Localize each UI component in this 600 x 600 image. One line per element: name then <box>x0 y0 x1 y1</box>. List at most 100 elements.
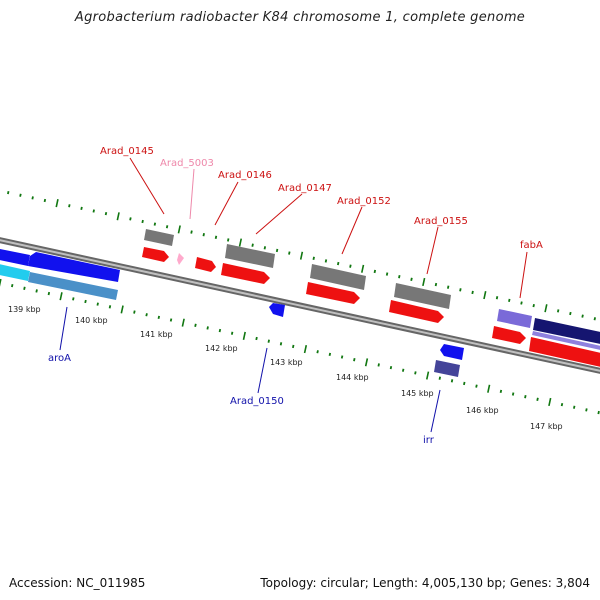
gene-arad-0146[interactable] <box>225 244 275 268</box>
label-arad-0155[interactable]: Arad_0155 <box>414 216 468 227</box>
minor-tick <box>414 371 417 375</box>
cds-arad-5003-pseudo[interactable] <box>177 253 184 265</box>
major-tick <box>299 251 304 260</box>
leader-arad-0150 <box>257 347 268 394</box>
outer-tick-track <box>7 190 597 321</box>
leader-irr <box>430 389 441 433</box>
major-tick <box>544 304 548 313</box>
cds-aroa-region[interactable] <box>28 252 120 282</box>
leader-arad-0147 <box>255 193 303 235</box>
gene-aroa[interactable] <box>28 272 118 300</box>
minor-tick <box>524 395 527 399</box>
minor-tick <box>438 376 442 380</box>
minor-tick <box>214 235 218 239</box>
minor-tick <box>536 397 539 401</box>
minor-tick <box>463 381 466 386</box>
minor-tick <box>169 318 173 322</box>
minor-tick <box>508 298 511 303</box>
inner-tick-track <box>0 278 600 415</box>
leader-arad-0146 <box>214 181 239 226</box>
minor-tick <box>68 204 71 208</box>
cds-arad-0152[interactable] <box>306 282 360 304</box>
major-tick <box>487 384 491 393</box>
minor-tick <box>581 314 584 318</box>
gene-dark-right[interactable] <box>533 318 600 346</box>
kbp-label: 144 kbp <box>336 373 369 382</box>
major-tick <box>483 291 487 300</box>
gene-arad-0155[interactable] <box>394 283 451 309</box>
minor-tick <box>218 328 222 333</box>
gene-arad-0152[interactable] <box>310 264 366 290</box>
minor-tick <box>316 350 319 354</box>
major-tick <box>422 277 426 287</box>
minor-tick <box>96 302 99 306</box>
minor-tick <box>349 264 352 268</box>
minor-tick <box>328 352 332 357</box>
minor-tick <box>31 196 34 200</box>
gene-faba[interactable] <box>497 309 532 328</box>
label-arad-5003[interactable]: Arad_5003 <box>160 158 214 169</box>
accession-text: Accession: NC_011985 <box>9 576 146 590</box>
minor-tick <box>532 303 535 308</box>
minor-tick <box>43 198 47 203</box>
minor-tick <box>141 219 144 224</box>
minor-tick <box>573 405 576 409</box>
major-tick <box>120 305 124 314</box>
label-arad-0147[interactable]: Arad_0147 <box>278 183 332 194</box>
cds-arad-0145[interactable] <box>142 247 169 262</box>
cds-arad-0147[interactable] <box>221 263 270 284</box>
major-tick <box>238 238 243 247</box>
major-tick <box>242 331 246 340</box>
minor-tick <box>495 296 499 300</box>
minor-tick <box>202 233 205 237</box>
major-tick <box>177 225 181 234</box>
kbp-label: 146 kbp <box>466 406 499 415</box>
cds-arad-0146[interactable] <box>195 257 216 272</box>
cds-right-edge[interactable] <box>529 337 600 369</box>
kbp-label: 145 kbp <box>401 389 434 398</box>
minor-tick <box>459 288 462 292</box>
cds-arad-0155[interactable] <box>389 300 444 323</box>
major-tick <box>425 371 430 380</box>
gene-arad-0145[interactable] <box>144 229 174 246</box>
minor-tick <box>206 326 209 330</box>
minor-tick <box>80 206 83 211</box>
minor-tick <box>267 339 270 343</box>
cds-irr[interactable] <box>440 344 464 360</box>
major-tick <box>55 199 59 208</box>
minor-tick <box>560 402 564 407</box>
map-title: Agrobacterium radiobacter K84 chromosome… <box>74 10 526 25</box>
label-arad-0150[interactable]: Arad_0150 <box>230 396 284 407</box>
minor-tick <box>336 261 340 266</box>
minor-tick <box>255 336 258 341</box>
minor-tick <box>104 211 108 216</box>
minor-tick <box>593 317 597 321</box>
minor-tick <box>471 290 474 295</box>
gene-irr[interactable] <box>434 360 460 377</box>
minor-tick <box>145 313 148 317</box>
minor-tick <box>569 311 572 316</box>
label-arad-0146[interactable]: Arad_0146 <box>218 170 272 181</box>
minor-tick <box>263 246 267 250</box>
kbp-label: 140 kbp <box>75 316 108 325</box>
kbp-label: 147 kbp <box>530 422 563 431</box>
label-faba[interactable]: fabA <box>520 240 543 251</box>
minor-tick <box>288 251 291 255</box>
gene-left-cyan[interactable] <box>0 262 30 281</box>
gene-violet-right[interactable] <box>532 331 600 352</box>
cds-left-edge[interactable] <box>0 247 30 266</box>
major-tick <box>548 397 552 407</box>
minor-tick <box>389 365 393 370</box>
label-arad-0145[interactable]: Arad_0145 <box>100 146 154 157</box>
cds-arad-0150[interactable] <box>269 303 285 317</box>
minor-tick <box>410 277 413 281</box>
label-irr[interactable]: irr <box>423 435 435 446</box>
minor-tick <box>108 305 112 309</box>
minor-tick <box>373 269 377 274</box>
major-tick <box>59 292 63 301</box>
label-arad-0152[interactable]: Arad_0152 <box>337 196 391 207</box>
minor-tick <box>35 289 38 293</box>
cds-faba[interactable] <box>492 326 526 344</box>
label-aroa[interactable]: aroA <box>48 353 71 364</box>
genome-summary-text: Topology: circular; Length: 4,005,130 bp… <box>260 576 590 590</box>
